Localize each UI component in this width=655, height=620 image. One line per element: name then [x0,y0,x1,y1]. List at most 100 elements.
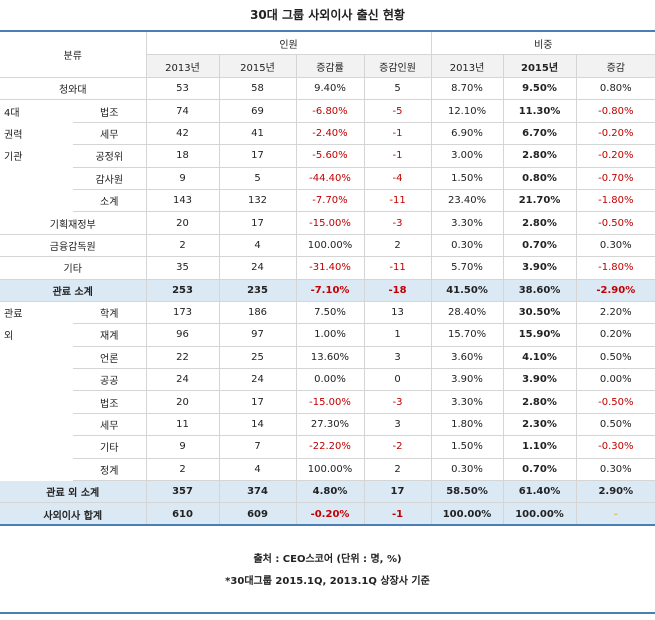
cell-value: 11 [146,413,220,437]
footnotes: 출처 : CEO스코어 (단위 : 명, %) *30대그룹 2015.1Q, … [0,536,655,594]
cell-value: 97 [219,323,297,347]
cell-value: 0.00% [576,368,655,392]
cell-value: 15.70% [431,323,504,347]
cell-value: 610 [146,502,220,527]
cell-value: 6.90% [431,122,504,146]
cell-value: 0.30% [431,458,504,482]
header-col: 2013년 [146,54,220,78]
cell-value: 9.50% [503,77,577,101]
row-subcategory: 재계 [73,323,147,347]
row-subcategory: 공정위 [73,144,147,168]
cell-value: 7 [219,435,297,459]
cell-value: -2 [364,435,432,459]
cell-value: -11 [364,189,432,213]
cell-value: 24 [219,256,297,280]
cell-value: 24 [146,368,220,392]
cell-value: 7.50% [296,301,365,325]
table-row: 금융감독원 2 4 100.00% 2 0.30% 0.70% 0.30% [0,234,655,258]
cell-value: 24 [219,368,297,392]
cell-value: -4 [364,167,432,190]
table-row: 외 재계 96 97 1.00% 1 15.70% 15.90% 0.20% [0,323,655,347]
cell-value: -0.20% [576,144,655,168]
row-category: 외 [4,331,14,343]
row-category: 기타 [0,256,147,280]
cell-value: 27.30% [296,413,365,437]
total-row: 사외이사 합계 610 609 -0.20% -1 100.00% 100.00% - [0,502,655,527]
cell-value: 4 [219,234,297,258]
cell-value: 2 [146,234,220,258]
cell-value: 253 [146,279,220,302]
cell-value: 2.20% [576,301,655,325]
row-category [0,391,73,413]
source-note: 출처 : CEO스코어 (단위 : 명, %) [253,554,402,565]
header-group-people: 인원 [146,32,432,55]
table-row: 기획재정부 20 17 -15.00% -3 3.30% 2.80% -0.50% [0,211,655,235]
row-category: 관료 외 소계 [0,480,147,504]
cell-value: 0.80% [576,77,655,101]
cell-value: 3.90% [503,368,577,392]
cell-value: 17 [364,480,432,504]
cell-value: 5.70% [431,256,504,280]
cell-value: 0.30% [576,458,655,482]
table-title: 30대 그룹 사외이사 출신 현황 [0,0,655,30]
cell-value: -6.80% [296,99,365,123]
row-category: 권력 [4,129,23,141]
cell-value: 2.80% [503,390,577,414]
row-category [0,458,73,480]
cell-value: -1.80% [576,189,655,213]
cell-value: 3 [364,346,432,370]
cell-value: -0.30% [576,435,655,459]
cell-value: -0.70% [576,167,655,190]
cell-value: - [576,502,655,527]
cell-value: -1 [364,502,432,527]
cell-value: 9 [146,435,220,459]
table-row: 기타 35 24 -31.40% -11 5.70% 3.90% -1.80% [0,256,655,280]
cell-value: 96 [146,323,220,347]
row-category [0,413,73,435]
header-col: 증감 [576,54,655,78]
cell-value: 4.10% [503,346,577,370]
cell-value: 30.50% [503,301,577,325]
cell-value: 12.10% [431,99,504,123]
cell-value: -1.80% [576,256,655,280]
row-category: 4대 [4,107,20,119]
cell-value: 0.80% [503,167,577,190]
table-row: 기타 9 7 -22.20% -2 1.50% 1.10% -0.30% [0,435,655,459]
header-col: 2013년 [431,54,504,78]
header-col: 2015년 [503,54,577,78]
cell-value: -31.40% [296,256,365,280]
cell-value: 3 [364,413,432,437]
cell-value: 2.80% [503,144,577,168]
row-category: 기획재정부 [0,211,147,235]
cell-value: 1 [364,323,432,347]
cell-value: 132 [219,189,297,213]
cell-value: 6.70% [503,122,577,146]
cell-value: 357 [146,480,220,504]
row-subcategory: 감사원 [73,167,147,190]
row-category: 금융감독원 [0,234,147,258]
cell-value: 186 [219,301,297,325]
row-subcategory: 기타 [73,435,147,459]
row-category [0,167,73,189]
cell-value: 2 [146,458,220,482]
row-category: 청와대 [0,77,147,101]
cell-value: 69 [219,99,297,123]
cell-value: 100.00% [296,234,365,258]
cell-value: -3 [364,211,432,235]
cell-value: 173 [146,301,220,325]
cell-value: 1.50% [431,167,504,190]
table-row: 청와대 53 58 9.40% 5 8.70% 9.50% 0.80% [0,77,655,101]
table-row: 언론 22 25 13.60% 3 3.60% 4.10% 0.50% [0,346,655,370]
cell-value: 35 [146,256,220,280]
cell-value: 3.00% [431,144,504,168]
cell-value: -0.80% [576,99,655,123]
subtotal-row: 관료 소계 253 235 -7.10% -18 41.50% 38.60% -2.90% [0,279,655,302]
bottom-rule-upper [0,524,655,526]
cell-value: -5.60% [296,144,365,168]
header-col: 2015년 [219,54,297,78]
cell-value: 14 [219,413,297,437]
cell-value: -5 [364,99,432,123]
cell-value: 0.70% [503,458,577,482]
row-subcategory: 정계 [73,458,147,482]
cell-value: 13.60% [296,346,365,370]
